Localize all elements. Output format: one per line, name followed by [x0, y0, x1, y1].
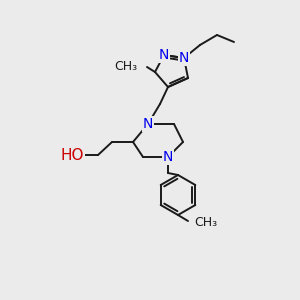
- Text: CH₃: CH₃: [194, 217, 217, 230]
- Text: N: N: [179, 51, 189, 65]
- Text: N: N: [159, 48, 169, 62]
- Text: HO: HO: [60, 148, 84, 163]
- Text: N: N: [163, 150, 173, 164]
- Text: N: N: [143, 117, 153, 131]
- Text: CH₃: CH₃: [114, 61, 137, 74]
